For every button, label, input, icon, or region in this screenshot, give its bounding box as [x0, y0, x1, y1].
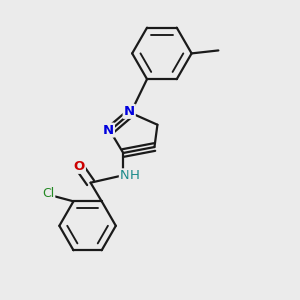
Text: Cl: Cl — [42, 188, 54, 200]
Text: N: N — [124, 105, 135, 118]
Text: O: O — [74, 160, 85, 173]
Text: H: H — [130, 169, 140, 182]
Text: N: N — [120, 169, 130, 182]
Text: N: N — [103, 124, 114, 136]
